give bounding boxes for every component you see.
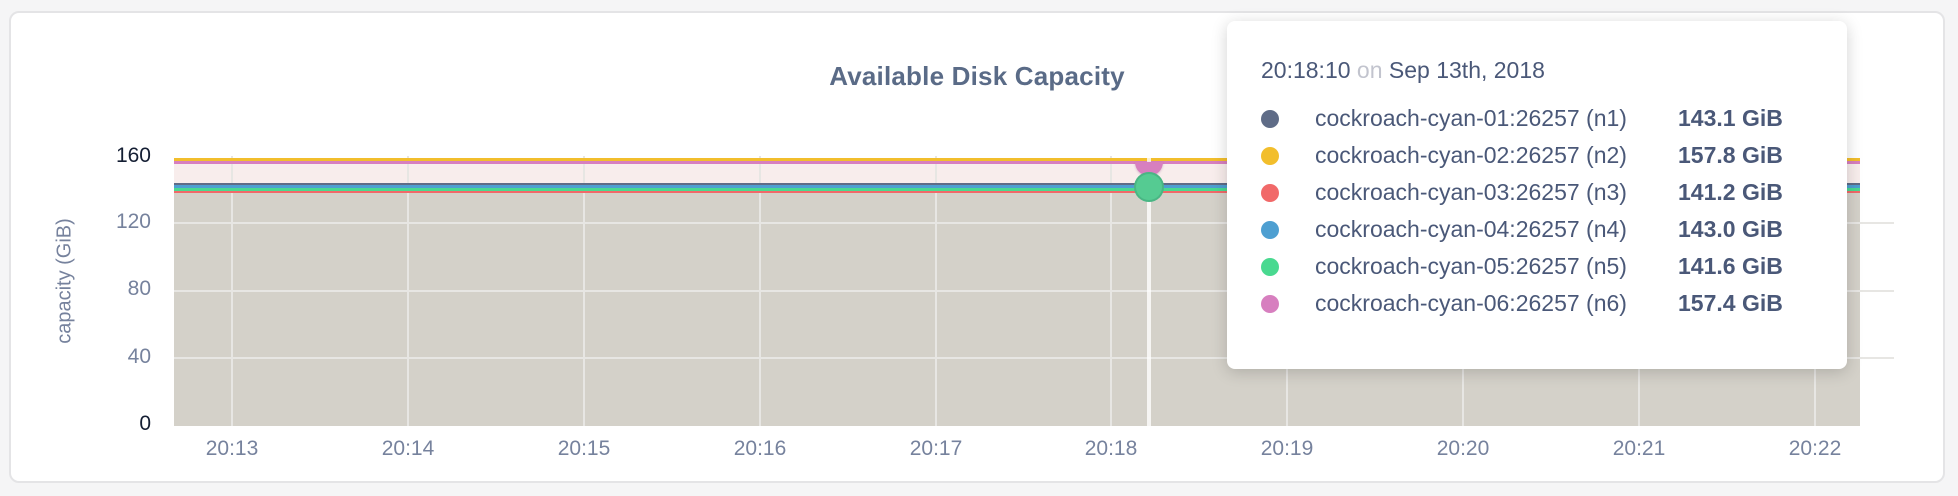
x-tick: 20:19 — [1260, 437, 1314, 460]
tooltip-date: Sep 13th, 2018 — [1388, 57, 1545, 83]
tooltip-row-n1: cockroach-cyan-01:26257 (n1) 143.1 GiB — [1261, 100, 1817, 137]
series-line-n5[interactable] — [174, 187, 1860, 191]
chart-tooltip: 20:18:10 on Sep 13th, 2018 cockroach-cya… — [1227, 21, 1847, 369]
series-value: 141.6 GiB — [1678, 253, 1783, 279]
tooltip-row-n5: cockroach-cyan-05:26257 (n5) 141.6 GiB — [1261, 248, 1817, 285]
chart-panel: Available Disk Capacity capacity (GiB) 1… — [9, 11, 1945, 483]
x-tick: 20:18 — [1084, 437, 1138, 460]
series-line-n4[interactable] — [174, 184, 1860, 188]
series-line-n2[interactable] — [174, 157, 1860, 161]
tooltip-row-n6: cockroach-cyan-06:26257 (n6) 157.4 GiB — [1261, 285, 1817, 322]
tooltip-timestamp: 20:18:10 on Sep 13th, 2018 — [1261, 57, 1817, 84]
gridline — [174, 290, 1894, 292]
x-tick: 20:22 — [1788, 437, 1842, 460]
series-value: 143.0 GiB — [1678, 216, 1783, 242]
series-name: cockroach-cyan-02:26257 (n2) — [1315, 142, 1627, 168]
series-line-n1[interactable] — [174, 182, 1860, 185]
tooltip-time: 20:18:10 — [1261, 57, 1351, 83]
tooltip-row-n2: cockroach-cyan-02:26257 (n2) 157.8 GiB — [1261, 137, 1817, 174]
series-value: 143.1 GiB — [1678, 105, 1783, 131]
series-line-n3[interactable] — [174, 190, 1860, 193]
series-dot-n1 — [1261, 109, 1279, 128]
y-tick-40: 40 — [127, 345, 151, 368]
series-dot-n4 — [1261, 220, 1279, 239]
x-tick: 20:14 — [381, 437, 435, 460]
series-dot-n5 — [1261, 257, 1279, 276]
x-tick: 20:20 — [1436, 437, 1490, 460]
series-name: cockroach-cyan-03:26257 (n3) — [1315, 179, 1627, 205]
series-name: cockroach-cyan-04:26257 (n4) — [1315, 216, 1627, 242]
gridline — [174, 357, 1894, 359]
tooltip-row-n3: cockroach-cyan-03:26257 (n3) 141.2 GiB — [1261, 174, 1817, 211]
x-tick: 20:13 — [205, 437, 259, 460]
series-line-n6[interactable] — [174, 160, 1860, 164]
tooltip-row-n4: cockroach-cyan-04:26257 (n4) 143.0 GiB — [1261, 211, 1817, 248]
y-tick-160: 160 — [115, 144, 151, 167]
series-dot-n3 — [1261, 183, 1279, 202]
series-name: cockroach-cyan-05:26257 (n5) — [1315, 253, 1627, 279]
plot-area[interactable] — [174, 156, 1894, 426]
series-value: 141.2 GiB — [1678, 179, 1783, 205]
x-tick: 20:17 — [909, 437, 963, 460]
chart-title: Available Disk Capacity — [829, 61, 1125, 91]
series-name: cockroach-cyan-01:26257 (n1) — [1315, 105, 1627, 131]
gridline — [174, 222, 1894, 224]
series-name: cockroach-cyan-06:26257 (n6) — [1315, 290, 1627, 316]
x-tick: 20:21 — [1612, 437, 1666, 460]
series-dot-n2 — [1261, 146, 1279, 165]
hover-guideline — [1147, 156, 1151, 426]
y-tick-120: 120 — [115, 210, 151, 233]
x-tick: 20:16 — [733, 437, 787, 460]
y-tick-0: 0 — [139, 412, 151, 435]
y-tick-80: 80 — [127, 277, 151, 300]
hover-marker-n5 — [1134, 172, 1164, 202]
series-value: 157.8 GiB — [1678, 142, 1783, 168]
x-tick: 20:15 — [557, 437, 611, 460]
series-dot-n6 — [1261, 294, 1279, 313]
series-value: 157.4 GiB — [1678, 290, 1783, 316]
tooltip-on: on — [1356, 57, 1383, 83]
